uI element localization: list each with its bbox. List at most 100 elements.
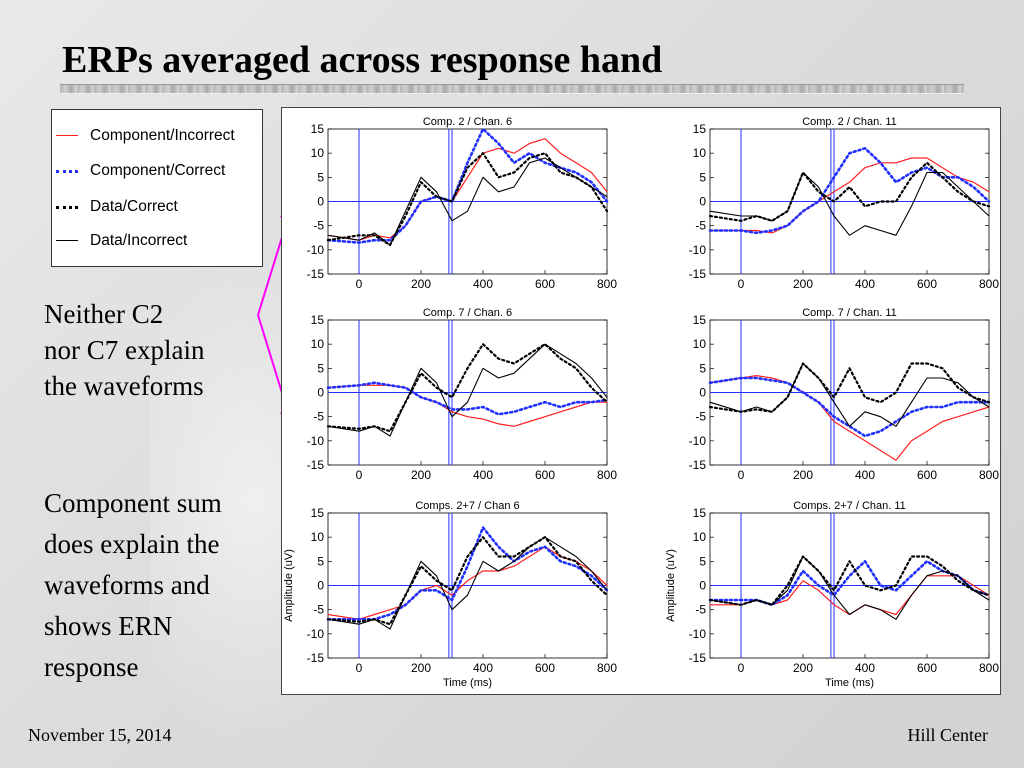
legend-swatch-solid-red xyxy=(56,135,78,136)
panel-5-ytick-label: 10 xyxy=(311,530,325,544)
panel-3-ytick-label: 0 xyxy=(317,386,324,400)
panel-3-ytick-label: 5 xyxy=(317,361,324,375)
legend-item-component-incorrect: Component/Incorrect xyxy=(52,123,262,153)
panel-4-ytick-label: 0 xyxy=(699,386,706,400)
panel-6-title: Comps. 2+7 / Chan. 11 xyxy=(793,500,906,512)
panel-4-ytick-label: 10 xyxy=(693,337,707,351)
legend-swatch-dotted-blue xyxy=(56,170,78,173)
legend-label: Data/Correct xyxy=(90,198,178,215)
panel-5-ytick-label: -5 xyxy=(313,603,324,617)
panel-4-series-component-correct xyxy=(708,376,991,438)
panel-2-xtick-label: 0 xyxy=(738,277,745,291)
panel-4-ytick-label: 5 xyxy=(699,361,706,375)
panel-6-ytick-label: -15 xyxy=(689,651,707,665)
panel-1-ytick-label: 0 xyxy=(317,195,324,209)
panel-2-ytick-label: 10 xyxy=(693,146,707,160)
panel-3-xtick-label: 800 xyxy=(597,468,617,482)
panel-4-ytick-label: -10 xyxy=(689,434,707,448)
panel-6-ytick-label: 0 xyxy=(699,579,706,593)
panel-4-ytick-label: -5 xyxy=(695,410,706,424)
panel-6-ytick-label: 10 xyxy=(693,530,707,544)
panel-1-title: Comp. 2 / Chan. 6 xyxy=(423,116,512,128)
panel-1-ytick-label: 10 xyxy=(311,146,325,160)
panel-6-ytick-label: -10 xyxy=(689,627,707,641)
footer-date: November 15, 2014 xyxy=(28,725,172,745)
panel-4-xtick-label: 0 xyxy=(738,468,745,482)
panel-5-ylabel: Amplitude (uV) xyxy=(283,549,295,622)
panel-6-ytick-label: 15 xyxy=(693,506,707,520)
panel-3-xtick-label: 600 xyxy=(535,468,555,482)
panel-6-ytick-label: 5 xyxy=(699,554,706,568)
panel-1-xtick-label: 200 xyxy=(411,277,431,291)
panel-4-xtick-label: 600 xyxy=(917,468,937,482)
panel-1-series-data-incorrect xyxy=(327,157,608,246)
note-neither: Neither C2 nor C7 explain the waveforms xyxy=(44,299,205,401)
panel-3-xtick-label: 400 xyxy=(473,468,493,482)
panel-5-xtick-label: 200 xyxy=(411,661,431,675)
panel-2-series-data-incorrect xyxy=(709,171,990,236)
panel-6-series-data-incorrect xyxy=(709,555,990,620)
panel-5-ytick-label: 5 xyxy=(317,554,324,568)
panel-4-xtick-label: 400 xyxy=(855,468,875,482)
panel-1-xtick-label: 600 xyxy=(535,277,555,291)
panel-6-xtick-label: 800 xyxy=(979,661,999,675)
legend-label: Data/Incorrect xyxy=(90,232,188,249)
panel-1-series-component-incorrect xyxy=(327,138,608,241)
panel-5-series-data-incorrect xyxy=(327,536,608,630)
panel-5-ytick-label: 0 xyxy=(317,579,324,593)
panel-1-xtick-label: 400 xyxy=(473,277,493,291)
panel-3-ytick-label: 15 xyxy=(311,313,325,327)
panel-2-series-component-correct xyxy=(708,146,991,235)
panel-4-xtick-label: 200 xyxy=(793,468,813,482)
panel-1-ytick-label: 15 xyxy=(311,122,325,136)
panel-5-xtick-label: 600 xyxy=(535,661,555,675)
panel-5-ytick-label: -10 xyxy=(307,627,325,641)
legend-item-component-correct: Component/Correct xyxy=(52,158,262,188)
panel-2-ytick-label: 15 xyxy=(693,122,707,136)
panel-3-title: Comp. 7 / Chan. 6 xyxy=(423,307,512,319)
legend-swatch-solid-black xyxy=(56,240,78,241)
erp-figure: Comp. 2 / Chan. 6 15 10 5 0 -5 -10 -15 0 200 400 60… xyxy=(281,107,1001,695)
panel-6-xtick-label: 200 xyxy=(793,661,813,675)
panel-5-ytick-label: -15 xyxy=(307,651,325,665)
title-rule xyxy=(60,84,964,94)
panel-2-ytick-label: -10 xyxy=(689,243,707,257)
legend-label: Component/Incorrect xyxy=(90,127,235,144)
legend-label: Component/Correct xyxy=(90,162,226,179)
panel-2-xtick-label: 800 xyxy=(979,277,999,291)
panel-1-xtick-label: 0 xyxy=(356,277,363,291)
panel-1-ytick-label: -10 xyxy=(307,243,325,257)
panel-1-xtick-label: 800 xyxy=(597,277,617,291)
panel-3-xtick-label: 200 xyxy=(411,468,431,482)
footer-org: Hill Center xyxy=(907,725,988,745)
panel-2-xtick-label: 400 xyxy=(855,277,875,291)
panel-2-ytick-label: 0 xyxy=(699,195,706,209)
panel-1-ytick-label: -5 xyxy=(313,219,324,233)
panel-5-title: Comps. 2+7 / Chan 6 xyxy=(415,500,519,512)
panel-4-xtick-label: 800 xyxy=(979,468,999,482)
panel-3-ytick-label: -15 xyxy=(307,458,325,472)
panel-4-series-data-incorrect xyxy=(709,362,990,427)
panel-2-ytick-label: -5 xyxy=(695,219,706,233)
legend-item-data-correct: Data/Correct xyxy=(52,194,262,224)
panel-5-series-data-correct xyxy=(326,536,609,626)
panel-2-ytick-label: 5 xyxy=(699,170,706,184)
panel-6-ylabel: Amplitude (uV) xyxy=(665,549,677,622)
panel-6-xtick-label: 0 xyxy=(738,661,745,675)
panel-3-ytick-label: -10 xyxy=(307,434,325,448)
panel-3-xtick-label: 0 xyxy=(356,468,363,482)
panel-2-ytick-label: -15 xyxy=(689,267,707,281)
note-component-sum: Component sum does explain the waveforms… xyxy=(44,488,222,682)
panel-2-xtick-label: 600 xyxy=(917,277,937,291)
legend-item-data-incorrect: Data/Incorrect xyxy=(52,228,262,258)
panel-5-ytick-label: 15 xyxy=(311,506,325,520)
panel-4-series-component-incorrect xyxy=(709,375,990,461)
panel-2-series-component-incorrect xyxy=(709,157,990,234)
panel-6-xtick-label: 600 xyxy=(917,661,937,675)
slide-title: ERPs averaged across response hand xyxy=(62,39,663,81)
panel-5-xtick-label: 400 xyxy=(473,661,493,675)
panel-6-xlabel: Time (ms) xyxy=(825,677,874,689)
panel-2-xtick-label: 200 xyxy=(793,277,813,291)
panel-3-ytick-label: -5 xyxy=(313,410,324,424)
panel-4-ytick-label: -15 xyxy=(689,458,707,472)
